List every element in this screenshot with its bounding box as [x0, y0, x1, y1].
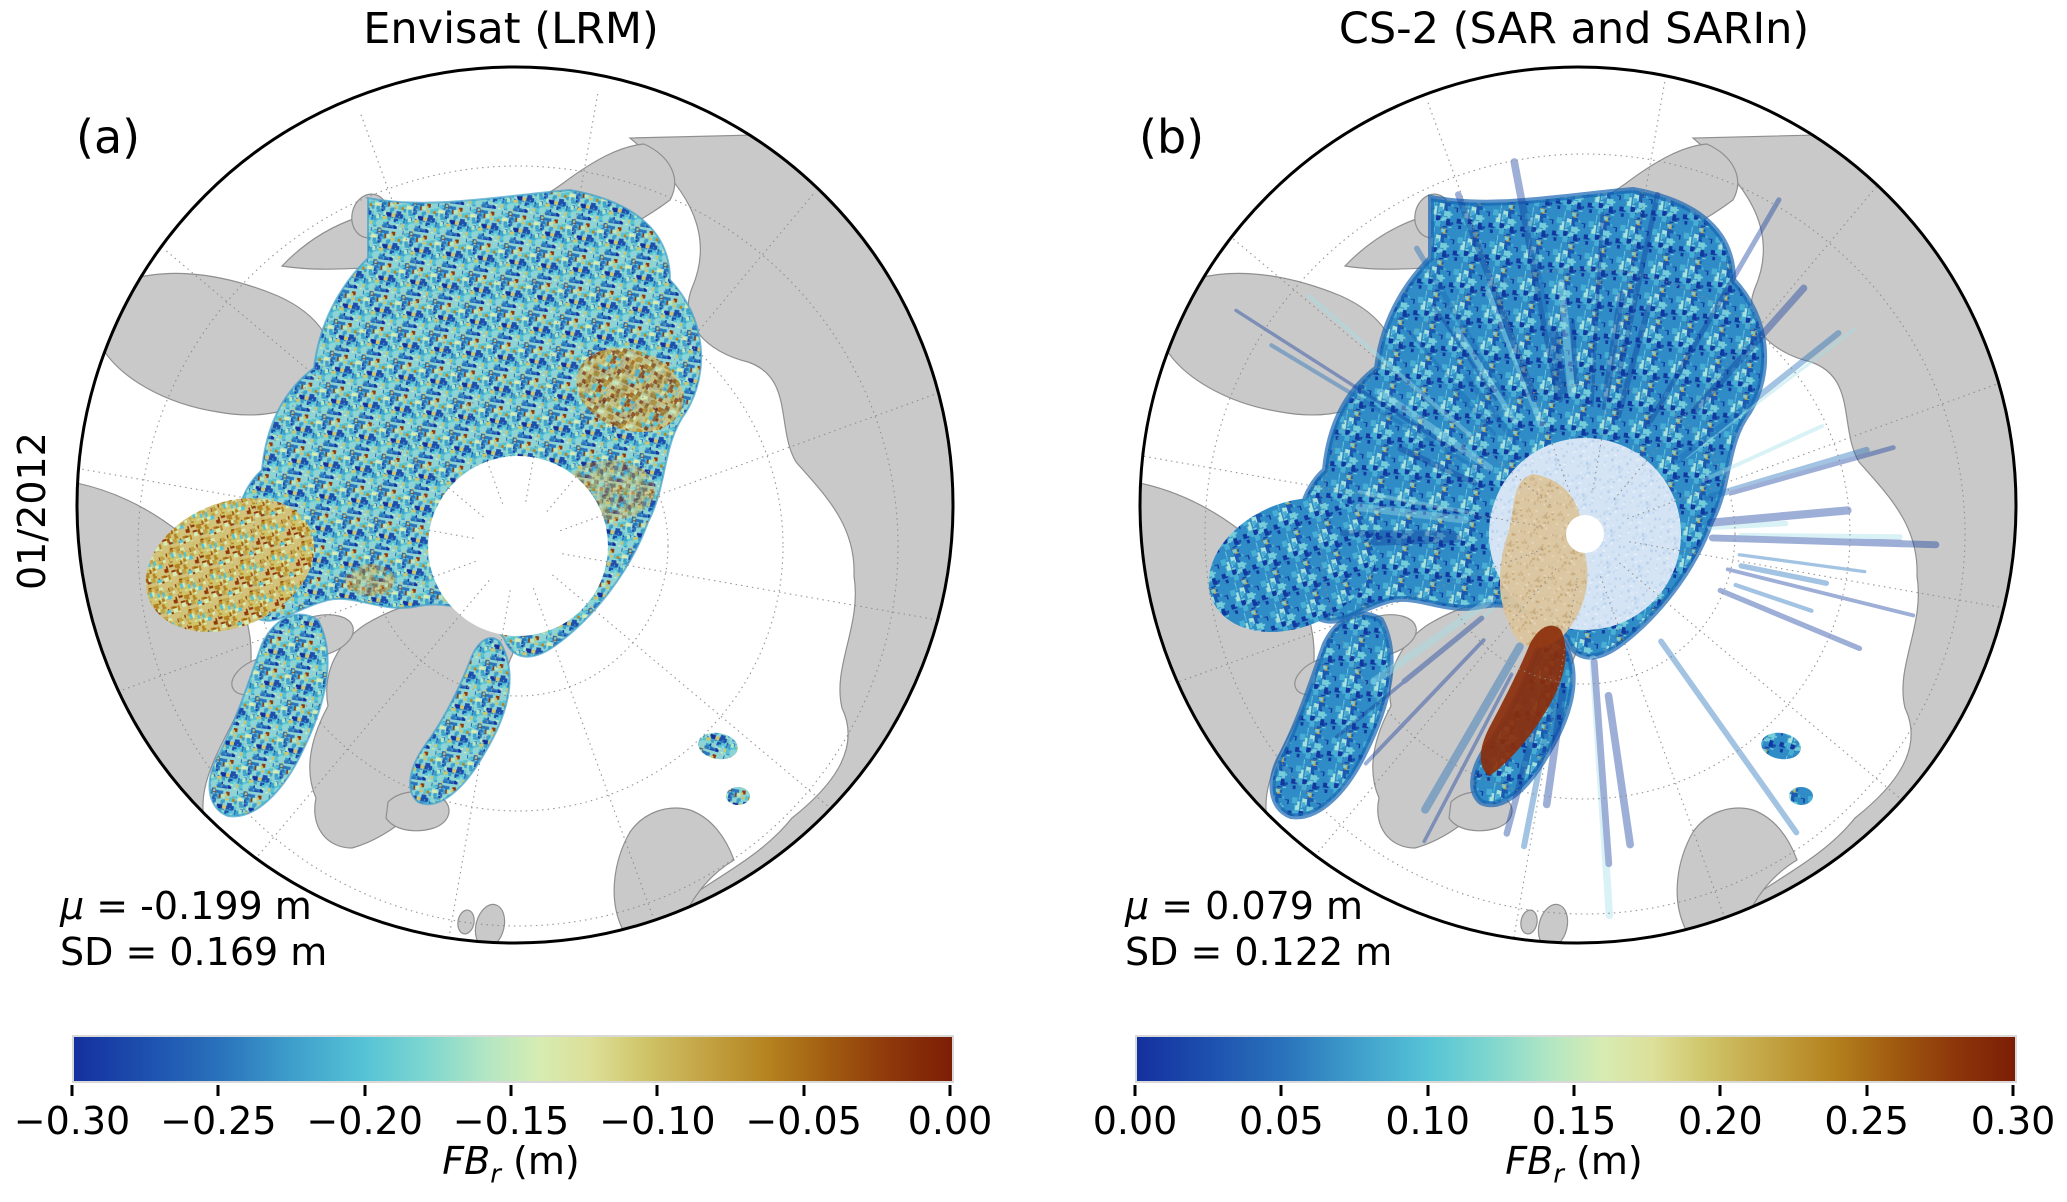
panel-b-title: CS-2 (SAR and SARIn) [1338, 4, 1810, 54]
mean-line: μ = 0.079 m [1125, 884, 1364, 928]
colorbar-gradient [72, 1035, 954, 1083]
tick-label: 0.00 [1092, 1099, 1178, 1143]
tick-label: 0.00 [907, 1099, 993, 1143]
tick-mark [655, 1085, 659, 1096]
map-content [1140, 67, 2016, 943]
map-boundary-circle [1138, 65, 2018, 945]
sd-line: SD = 0.169 m [60, 929, 328, 974]
tick-mark [1572, 1085, 1576, 1096]
map-envisat-lrm [75, 65, 955, 945]
tick-mark [2011, 1085, 2015, 1096]
tick-label: 0.25 [1824, 1099, 1909, 1143]
tick-label: 0.10 [1385, 1099, 1470, 1143]
tick-label: −0.15 [452, 1099, 570, 1143]
tick-mark [1426, 1085, 1430, 1096]
panel-b-stats: μ = 0.079 m SD = 0.122 m [1125, 884, 1392, 975]
tick-mark [1865, 1085, 1869, 1096]
tick-mark [70, 1085, 74, 1096]
tick-label: 0.30 [1970, 1099, 2056, 1143]
tick-mark [802, 1085, 806, 1096]
graticule [77, 92, 953, 943]
map-content [77, 67, 953, 943]
tick-label: −0.20 [306, 1099, 423, 1143]
sd-line: SD = 0.122 m [1125, 929, 1393, 974]
graticule [1140, 80, 2016, 943]
colorbar-gradient [1135, 1035, 2017, 1083]
tick-mark [363, 1085, 367, 1096]
panel-b-colorbar: 0.00 0.05 0.10 0.15 0.20 0.25 0.30 FBr (m) [1093, 1035, 2055, 1190]
tick-mark [509, 1085, 513, 1096]
colorbar-axis-label: FBr (m) [442, 1139, 580, 1190]
panel-a-stats: μ = -0.199 m SD = 0.169 m [60, 884, 327, 975]
panel-a-letter: (a) [76, 110, 141, 164]
mean-line: μ = -0.199 m [60, 884, 312, 928]
tick-label: 0.20 [1678, 1099, 1763, 1143]
tick-label: −0.10 [599, 1099, 716, 1143]
tick-mark [216, 1085, 220, 1096]
tick-mark [1279, 1085, 1283, 1096]
panel-a-colorbar: −0.30 −0.25 −0.20 −0.15 −0.10 −0.05 0.00 FBr (… [14, 1035, 992, 1190]
tick-label: −0.05 [745, 1099, 862, 1143]
tick-mark [1718, 1085, 1722, 1096]
tick-label: 0.05 [1239, 1099, 1324, 1143]
map-cs2-sar-sarin [1138, 65, 2018, 945]
map-boundary-circle [75, 65, 955, 945]
tick-mark [1133, 1085, 1137, 1096]
panel-a-title: Envisat (LRM) [363, 4, 659, 54]
tick-label: 0.15 [1531, 1099, 1617, 1143]
tick-mark [948, 1085, 952, 1096]
tick-label: −0.25 [160, 1099, 277, 1143]
colorbar-axis-label: FBr (m) [1505, 1139, 1643, 1190]
panel-b-letter: (b) [1139, 110, 1205, 164]
tick-label: −0.30 [13, 1099, 131, 1143]
row-label-date: 01/2012 [10, 432, 54, 590]
